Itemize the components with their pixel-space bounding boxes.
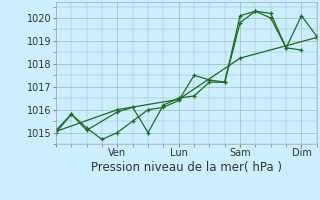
X-axis label: Pression niveau de la mer( hPa ): Pression niveau de la mer( hPa ): [91, 161, 282, 174]
